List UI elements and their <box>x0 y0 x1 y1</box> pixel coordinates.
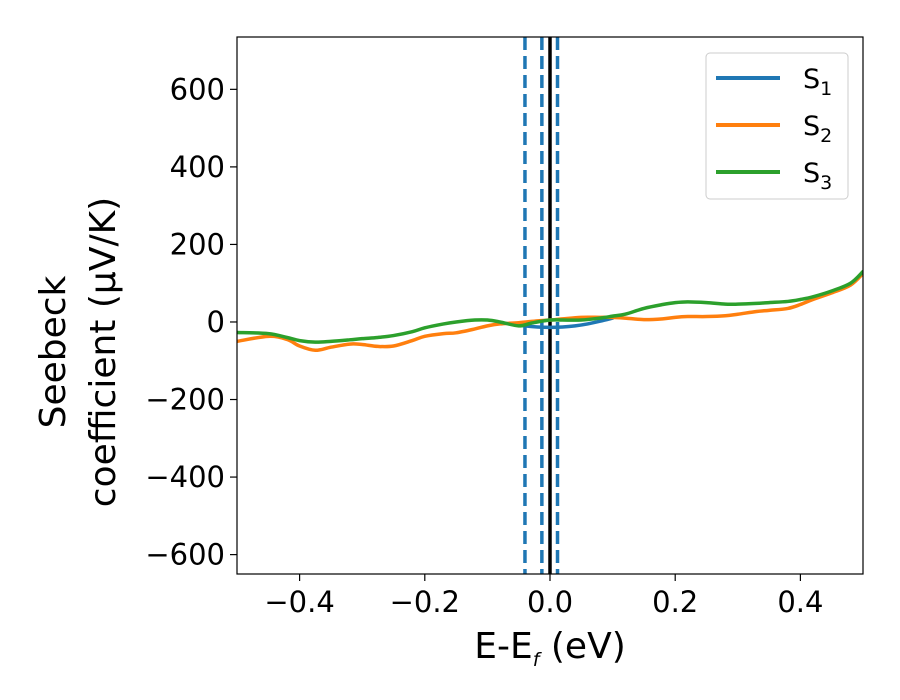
y-tick-label: −200 <box>145 383 225 417</box>
x-axis-label-main: E-E <box>474 626 532 667</box>
x-tick-label: 0.2 <box>652 585 698 619</box>
y-axis: −600 −400 −200 0 200 400 600 <box>145 72 237 572</box>
series-line-s3 <box>237 269 863 344</box>
y-axis-label-line2: coefficient (μV/K) <box>83 197 124 507</box>
y-tick-label: 0 <box>207 305 225 339</box>
legend: S1 S2 S3 <box>705 52 849 200</box>
x-axis: −0.4 −0.2 0.0 0.2 0.4 <box>264 574 823 619</box>
x-tick-label: 0.4 <box>777 585 823 619</box>
series-layer <box>237 269 863 353</box>
y-tick-label: 400 <box>170 150 225 184</box>
y-tick-label: 600 <box>170 72 225 106</box>
y-tick-label: −600 <box>145 538 225 572</box>
legend-label: S3 <box>803 158 832 194</box>
reference-lines <box>523 37 560 574</box>
x-tick-label: 0.0 <box>527 585 573 619</box>
x-axis-label-subscript: f <box>533 649 543 671</box>
legend-label: S1 <box>803 64 832 100</box>
x-axis-label: E-Ef (eV) <box>474 626 626 671</box>
y-axis-label-line1: Seebeck <box>33 275 74 428</box>
y-tick-label: 200 <box>170 227 225 261</box>
x-tick-label: −0.2 <box>390 585 460 619</box>
x-tick-label: −0.4 <box>264 585 334 619</box>
y-tick-label: −400 <box>145 460 225 494</box>
x-axis-label-unit: (eV) <box>539 626 625 667</box>
series-line-s1 <box>510 316 615 330</box>
legend-label: S2 <box>803 111 832 147</box>
